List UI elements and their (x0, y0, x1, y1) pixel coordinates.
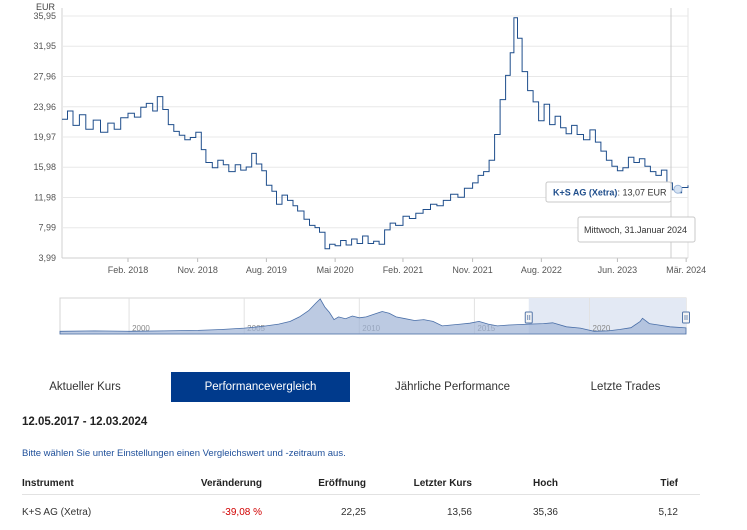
x-tick-label: Jun. 2023 (598, 265, 638, 275)
range-navigator[interactable]: 20002005201020152020 (0, 292, 747, 342)
cell-eroeffnung: 22,25 (340, 507, 366, 518)
tooltip-date-box: Mittwoch, 31.Januar 2024 (577, 216, 696, 243)
navigator-year-label: 2020 (593, 324, 611, 333)
y-tick-label: 27,96 (33, 71, 56, 81)
tab-bar: Aktueller Kurs Performancevergleich Jähr… (0, 372, 747, 404)
header-instrument: Instrument (22, 478, 74, 489)
tooltip-value-text: K+S AG (Xetra): 13,07 EUR (553, 188, 667, 198)
navigator-area (59, 298, 687, 335)
y-tick-label: 19,97 (33, 132, 56, 142)
x-tick-label: Mär. 2024 (666, 265, 706, 275)
date-range: 12.05.2017 - 12.03.2024 (22, 416, 148, 428)
y-tick-label: 15,98 (33, 162, 56, 172)
cell-hoch: 35,36 (532, 507, 558, 518)
tab-jaehrliche-performance[interactable]: Jährliche Performance (394, 381, 511, 393)
y-tick-label: 7,99 (38, 223, 56, 233)
y-tick-label: 11,98 (34, 192, 56, 202)
header-tief: Tief (660, 478, 678, 489)
header-letzter-kurs: Letzter Kurs (413, 478, 472, 489)
navigator-handle-left[interactable] (524, 311, 533, 324)
x-tick-label: Nov. 2021 (452, 265, 492, 275)
cell-instrument: K+S AG (Xetra) (22, 507, 92, 518)
settings-hint: Bitte wählen Sie unter Einstellungen ein… (22, 448, 346, 459)
y-tick-label: 3,99 (38, 253, 56, 263)
cell-veraenderung: -39,08 % (221, 507, 262, 518)
y-tick-label: 35,95 (33, 11, 56, 21)
tooltip-value-box: K+S AG (Xetra): 13,07 EUR (545, 181, 672, 203)
price-chart-svg[interactable]: EUR 3,99 7,99 11,98 15,98 19,97 23,96 27,96 31,… (0, 0, 747, 290)
y-tick-label: 23,96 (33, 102, 56, 112)
x-tick-label: Aug. 2019 (246, 265, 287, 275)
tab-aktueller-kurs[interactable]: Aktueller Kurs (49, 381, 121, 393)
header-veraenderung: Veränderung (200, 478, 262, 489)
table-row: K+S AG (Xetra) -39,08 % 22,25 13,56 35,3… (22, 501, 700, 525)
cell-letzter-kurs: 13,56 (446, 507, 472, 518)
tooltip-date-frame (577, 216, 696, 243)
series-line (62, 17, 689, 250)
x-tick-label: Aug. 2022 (521, 265, 562, 275)
tab-letzte-trades[interactable]: Letzte Trades (590, 381, 661, 393)
cell-tief: 5,12 (658, 507, 678, 518)
y-axis-unit-label: EUR (36, 2, 56, 12)
tooltip-value-frame (545, 181, 672, 203)
navigator-year-label: 2000 (132, 324, 150, 333)
tooltip-series-label: K+S AG (Xetra) (553, 188, 617, 198)
navigator-handle-right[interactable] (682, 311, 690, 324)
y-tick-label: 31,95 (33, 41, 56, 51)
x-tick-label: Mai 2020 (317, 265, 354, 275)
tooltip-date-text: Mittwoch, 31.Januar 2024 (584, 225, 687, 235)
range-navigator-svg[interactable]: 20002005201020152020 (0, 292, 747, 342)
header-eroeffnung: Eröffnung (318, 478, 366, 489)
performance-table: Instrument Veränderung Eröffnung Letzter… (22, 472, 700, 525)
tab-performancevergleich[interactable]: Performancevergleich (171, 372, 350, 402)
x-tick-label: Nov. 2018 (177, 265, 217, 275)
tooltip-value: : 13,07 EUR (617, 188, 667, 198)
x-tick-label: Feb. 2018 (108, 265, 149, 275)
table-header-row: Instrument Veränderung Eröffnung Letzter… (22, 472, 700, 495)
hover-point-marker (673, 184, 683, 194)
price-chart[interactable]: EUR 3,99 7,99 11,98 15,98 19,97 23,96 27,96 31,… (0, 0, 747, 290)
header-hoch: Hoch (533, 478, 558, 489)
x-tick-label: Feb. 2021 (383, 265, 424, 275)
